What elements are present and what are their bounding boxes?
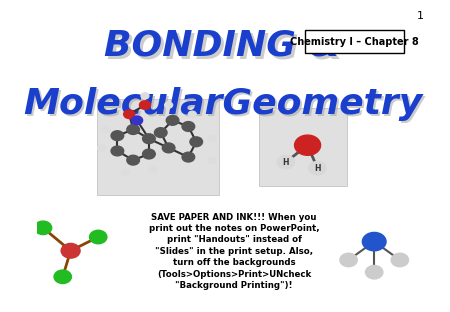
Circle shape	[127, 155, 140, 165]
Text: 1: 1	[417, 11, 423, 21]
Circle shape	[140, 101, 150, 109]
Circle shape	[122, 169, 129, 175]
Circle shape	[143, 149, 155, 159]
Circle shape	[365, 266, 383, 279]
Circle shape	[162, 143, 175, 153]
Circle shape	[90, 230, 107, 244]
Circle shape	[182, 122, 195, 131]
Circle shape	[391, 253, 409, 267]
Circle shape	[189, 111, 196, 117]
Circle shape	[127, 125, 140, 134]
Circle shape	[277, 155, 295, 169]
Text: SAVE PAPER AND INK!!! When you
print out the notes on PowerPoint,
print "Handout: SAVE PAPER AND INK!!! When you print out…	[149, 212, 320, 290]
Circle shape	[102, 126, 109, 133]
Circle shape	[154, 128, 167, 138]
Circle shape	[362, 232, 386, 251]
Text: H: H	[314, 164, 321, 173]
Circle shape	[61, 243, 80, 258]
Circle shape	[34, 221, 52, 235]
Text: H: H	[283, 158, 289, 167]
Circle shape	[309, 161, 326, 175]
Circle shape	[54, 270, 72, 284]
Circle shape	[124, 110, 135, 119]
Circle shape	[208, 136, 216, 142]
Circle shape	[131, 116, 143, 125]
Circle shape	[165, 102, 173, 108]
Circle shape	[111, 146, 124, 156]
Circle shape	[143, 134, 155, 144]
Circle shape	[166, 115, 179, 125]
Text: BONDING &: BONDING &	[107, 31, 343, 65]
FancyBboxPatch shape	[259, 108, 347, 186]
Circle shape	[208, 157, 216, 163]
Text: Chemistry I – Chapter 8: Chemistry I – Chapter 8	[290, 37, 419, 47]
Circle shape	[295, 135, 320, 155]
Circle shape	[111, 131, 124, 141]
FancyBboxPatch shape	[98, 99, 219, 195]
Circle shape	[149, 166, 157, 172]
Circle shape	[340, 253, 357, 267]
Circle shape	[182, 152, 195, 162]
Text: MolecularGeometry: MolecularGeometry	[23, 87, 422, 121]
Circle shape	[98, 145, 106, 151]
Circle shape	[141, 93, 149, 99]
FancyBboxPatch shape	[305, 31, 404, 53]
Text: MolecularGeometry: MolecularGeometry	[26, 89, 425, 123]
Circle shape	[190, 137, 203, 147]
Text: BONDING &: BONDING &	[104, 29, 340, 63]
